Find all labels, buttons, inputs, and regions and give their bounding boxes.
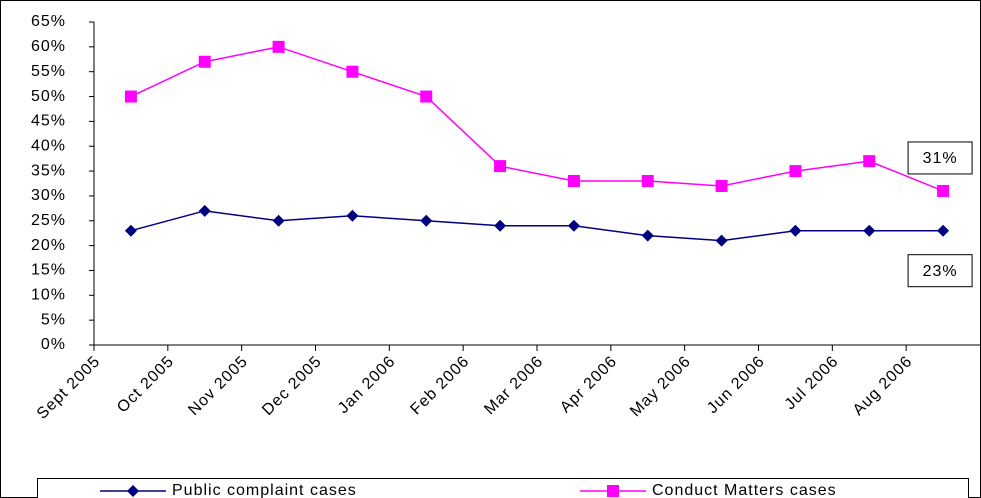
data-point	[641, 229, 654, 242]
data-label: 23%	[923, 263, 958, 280]
y-tick-label: 30%	[31, 187, 66, 204]
series-line	[130, 46, 944, 192]
legend-box	[37, 478, 969, 498]
y-tick-label: 0%	[41, 336, 66, 353]
data-point	[272, 40, 285, 53]
y-tick-label: 55%	[31, 63, 66, 80]
data-point	[124, 90, 137, 103]
data-point	[789, 165, 802, 178]
data-point	[494, 160, 507, 173]
data-point	[567, 219, 580, 232]
data-point	[715, 234, 728, 247]
data-point	[937, 184, 950, 197]
data-point	[420, 214, 433, 227]
y-tick-label: 5%	[41, 311, 66, 328]
y-tick-label: 40%	[31, 137, 66, 154]
data-point	[124, 224, 137, 237]
y-tick-label: 25%	[31, 212, 66, 229]
y-tick-label: 15%	[31, 262, 66, 279]
data-label-box	[907, 141, 973, 175]
legend-marker	[127, 485, 139, 497]
y-tick-label: 65%	[31, 13, 66, 30]
data-point	[863, 155, 876, 168]
data-label-box	[907, 254, 973, 288]
y-tick-label: 20%	[31, 237, 66, 254]
data-point	[789, 224, 802, 237]
data-point	[715, 179, 728, 192]
data-point	[198, 204, 211, 217]
y-tick-label: 35%	[31, 162, 66, 179]
data-point	[198, 55, 211, 68]
data-label: 31%	[923, 150, 958, 167]
legend-label: Public complaint cases	[172, 482, 357, 498]
y-tick-label: 10%	[31, 287, 66, 304]
legend-label: Conduct Matters cases	[652, 482, 837, 498]
y-tick-label: 60%	[31, 38, 66, 55]
data-point	[346, 209, 359, 222]
y-tick-label: 50%	[31, 88, 66, 105]
data-point	[494, 219, 507, 232]
data-point	[567, 175, 580, 188]
legend-marker	[607, 485, 619, 497]
data-point	[937, 224, 950, 237]
data-point	[420, 90, 433, 103]
data-point	[272, 214, 285, 227]
data-point	[641, 175, 654, 188]
data-point	[346, 65, 359, 78]
data-point	[863, 224, 876, 237]
series-line	[130, 210, 944, 242]
y-tick-label: 45%	[31, 113, 66, 130]
